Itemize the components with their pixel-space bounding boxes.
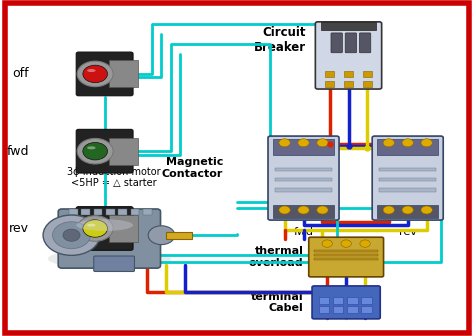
Text: fwd: fwd — [293, 227, 313, 237]
FancyBboxPatch shape — [315, 22, 382, 89]
Text: 3ϕ Induction motor
<5HP = △ starter: 3ϕ Induction motor <5HP = △ starter — [67, 167, 161, 188]
FancyBboxPatch shape — [58, 209, 161, 268]
Text: rev: rev — [9, 222, 29, 235]
Bar — [344, 71, 353, 77]
Bar — [333, 297, 343, 304]
Circle shape — [322, 240, 332, 247]
FancyBboxPatch shape — [345, 33, 356, 53]
Bar — [363, 71, 372, 77]
Bar — [321, 22, 376, 30]
Circle shape — [421, 139, 432, 147]
Bar — [325, 81, 334, 87]
Bar — [143, 209, 152, 215]
Circle shape — [279, 206, 290, 214]
Circle shape — [77, 138, 113, 164]
FancyBboxPatch shape — [312, 286, 380, 319]
Bar — [379, 168, 436, 171]
Text: Magnetic
Contactor: Magnetic Contactor — [162, 157, 223, 179]
Circle shape — [383, 139, 394, 147]
FancyBboxPatch shape — [268, 136, 339, 220]
FancyBboxPatch shape — [309, 237, 383, 277]
Bar — [325, 71, 334, 77]
Bar — [109, 60, 138, 87]
Bar — [347, 297, 357, 304]
Circle shape — [83, 65, 108, 83]
Bar — [109, 215, 138, 242]
Bar — [319, 297, 329, 304]
Bar — [273, 205, 334, 218]
Ellipse shape — [48, 249, 171, 269]
Ellipse shape — [87, 69, 96, 72]
Bar — [109, 138, 138, 165]
Circle shape — [341, 240, 351, 247]
Bar — [379, 188, 436, 192]
Bar — [347, 306, 357, 313]
Circle shape — [360, 240, 370, 247]
FancyBboxPatch shape — [76, 129, 133, 173]
FancyBboxPatch shape — [331, 33, 342, 53]
Bar — [131, 209, 139, 215]
Circle shape — [43, 215, 100, 255]
Bar — [275, 188, 332, 192]
Bar — [69, 209, 78, 215]
Circle shape — [83, 142, 108, 160]
Circle shape — [298, 206, 309, 214]
Bar — [166, 232, 192, 239]
FancyBboxPatch shape — [76, 52, 133, 96]
Ellipse shape — [76, 219, 133, 231]
Bar — [314, 258, 378, 260]
Text: off: off — [12, 68, 29, 80]
FancyBboxPatch shape — [94, 256, 135, 271]
Circle shape — [421, 206, 432, 214]
Circle shape — [77, 61, 113, 87]
Bar — [319, 306, 329, 313]
Bar — [275, 168, 332, 171]
Bar — [379, 178, 436, 181]
Text: fwd: fwd — [6, 145, 29, 158]
FancyBboxPatch shape — [372, 136, 443, 220]
Bar — [118, 209, 127, 215]
Bar — [333, 306, 343, 313]
FancyBboxPatch shape — [359, 33, 371, 53]
Bar — [361, 297, 372, 304]
Bar — [314, 250, 378, 252]
Ellipse shape — [87, 146, 96, 149]
Text: terminal
Cabel: terminal Cabel — [251, 292, 303, 313]
Circle shape — [148, 226, 175, 245]
Bar — [94, 209, 102, 215]
Bar — [275, 178, 332, 181]
Circle shape — [402, 139, 413, 147]
Circle shape — [53, 222, 91, 249]
Text: thermal
overload: thermal overload — [249, 246, 303, 268]
Circle shape — [317, 139, 328, 147]
Bar — [106, 209, 115, 215]
Bar — [377, 139, 438, 155]
Bar — [314, 254, 378, 256]
Bar — [377, 205, 438, 218]
Circle shape — [279, 139, 290, 147]
Bar — [363, 81, 372, 87]
Bar — [273, 139, 334, 155]
Bar — [361, 306, 372, 313]
Text: Circuit
Breaker: Circuit Breaker — [254, 26, 306, 54]
Circle shape — [317, 206, 328, 214]
Circle shape — [298, 139, 309, 147]
Text: rev: rev — [399, 227, 417, 237]
Circle shape — [83, 220, 108, 237]
Bar — [344, 81, 353, 87]
Ellipse shape — [87, 224, 96, 226]
FancyBboxPatch shape — [76, 207, 133, 250]
Bar — [82, 209, 90, 215]
Circle shape — [77, 216, 113, 241]
Circle shape — [63, 229, 80, 241]
Circle shape — [383, 206, 394, 214]
Circle shape — [402, 206, 413, 214]
